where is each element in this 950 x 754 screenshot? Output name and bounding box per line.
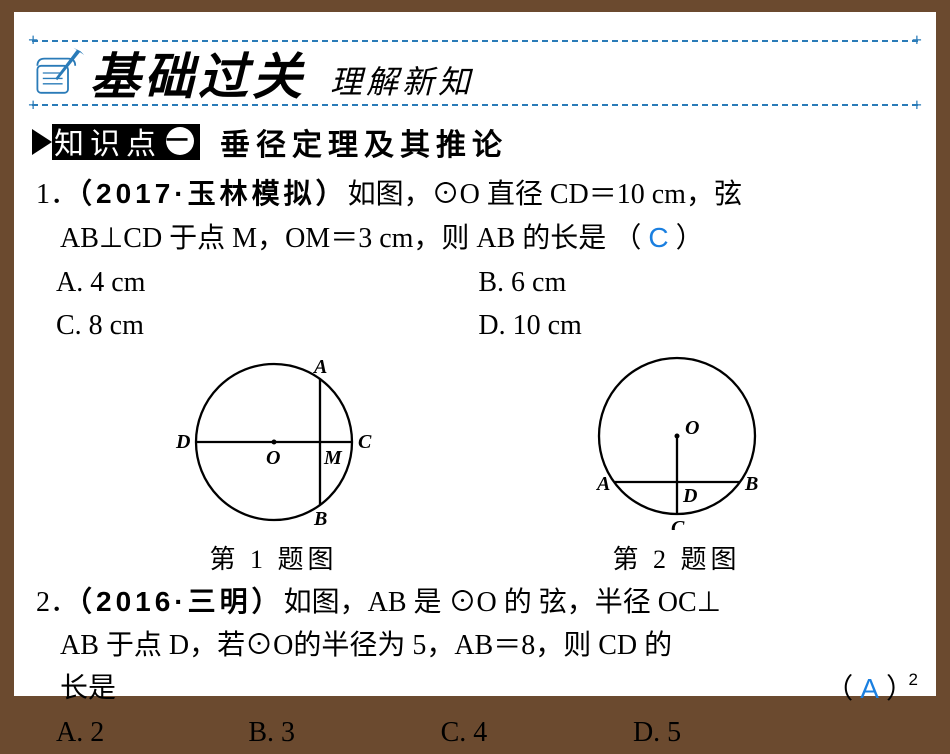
q1-paren-r: ） xyxy=(676,223,704,254)
q1-options: A. 4 cm B. 6 cm C. 8 cm D. 10 cm xyxy=(32,261,918,348)
q1-paren-l: （ xyxy=(613,223,641,254)
kp-black-label: 知识点 一 xyxy=(52,124,200,160)
kp-title: 垂径定理及其推论 xyxy=(220,120,508,164)
q2-opt-c: C. 4 xyxy=(441,711,633,754)
banner-top-line xyxy=(32,40,918,42)
figure-2-wrap: O A B DC 第 2 题图 xyxy=(565,354,789,576)
question-1: 1．（2017·玉林模拟）如图，⊙O 直径 CD＝10 cm，弦 AB⊥CD 于… xyxy=(32,172,918,261)
figure-2: O A B DC xyxy=(565,354,789,530)
q1-num: 1． xyxy=(36,179,78,210)
q2-opt-d: D. 5 xyxy=(633,711,825,754)
figures-row: ABCDOM 第 1 题图 OABDC 第 2 题图 xyxy=(72,354,878,576)
q2-num: 2． xyxy=(36,587,78,618)
kp-label-text: 知识点 xyxy=(54,119,162,163)
svg-text:D: D xyxy=(175,431,190,453)
svg-text:A: A xyxy=(312,356,327,378)
q2-options: A. 2 B. 3 C. 4 D. 5 xyxy=(32,711,825,754)
svg-text:M: M xyxy=(323,447,343,469)
page: 基础过关 理解新知 + + + + 知识点 一 垂径定理及其推论 1．（2017… xyxy=(14,12,936,696)
figure-1-wrap: A B C D O M 第 1 题图 xyxy=(162,354,386,576)
svg-text:C: C xyxy=(671,517,685,530)
q2-text-a: 如图，AB 是 ⊙O 的 弦，半径 OC⊥ xyxy=(284,587,721,618)
figure-1-label: 第 1 题图 xyxy=(162,539,386,576)
question-2: 2．（2016·三明）如图，AB 是 ⊙O 的 弦，半径 OC⊥ AB 于点 D… xyxy=(32,580,918,711)
banner-cross-tr: + xyxy=(912,30,922,51)
banner: 基础过关 理解新知 + + + + xyxy=(32,40,918,106)
knowledge-point-row: 知识点 一 垂径定理及其推论 xyxy=(32,120,918,164)
banner-cross-tl: + xyxy=(28,30,38,51)
svg-text:B: B xyxy=(313,508,327,530)
q1-opt-c: C. 8 cm xyxy=(56,304,478,347)
q1-opt-d: D. 10 cm xyxy=(478,304,900,347)
svg-text:O: O xyxy=(266,447,280,469)
q2-text-b: AB 于点 D，若⊙O的半径为 5，AB＝8，则 CD 的 xyxy=(36,630,672,661)
q1-text-b: AB⊥CD 于点 M，OM＝3 cm，则 AB 的长是 xyxy=(36,223,606,254)
kp-number-circle: 一 xyxy=(166,127,194,155)
kp-arrow-icon xyxy=(32,129,52,155)
q1-opt-a: A. 4 cm xyxy=(56,261,478,304)
q2-text-c: 长是 xyxy=(36,673,116,704)
q1-text-a: 如图，⊙O 直径 CD＝10 cm，弦 xyxy=(348,179,742,210)
svg-text:A: A xyxy=(595,473,610,495)
page-number: 2 xyxy=(909,670,918,690)
svg-text:B: B xyxy=(744,473,758,495)
q2-answer: A xyxy=(860,673,879,704)
scroll-feather-icon xyxy=(32,46,86,100)
figure-2-label: 第 2 题图 xyxy=(565,539,789,576)
figure-1: A B C D O M xyxy=(162,354,386,530)
q1-source: （2017·玉林模拟） xyxy=(78,178,348,209)
banner-cross-bl: + xyxy=(28,95,38,116)
q2-opt-a: A. 2 xyxy=(56,711,248,754)
svg-text:D: D xyxy=(682,485,697,507)
banner-bottom-line xyxy=(32,104,918,106)
q1-opt-b: B. 6 cm xyxy=(478,261,900,304)
banner-title-main: 基础过关 xyxy=(90,52,306,106)
q1-answer: C xyxy=(648,222,668,253)
svg-text:C: C xyxy=(358,431,372,453)
banner-title-sub: 理解新知 xyxy=(330,66,474,106)
q2-paren-l: （ xyxy=(825,674,853,705)
q2-opt-b: B. 3 xyxy=(248,711,440,754)
svg-text:O: O xyxy=(685,417,699,439)
q2-source: （2016·三明） xyxy=(78,586,284,617)
banner-cross-br: + xyxy=(912,95,922,116)
